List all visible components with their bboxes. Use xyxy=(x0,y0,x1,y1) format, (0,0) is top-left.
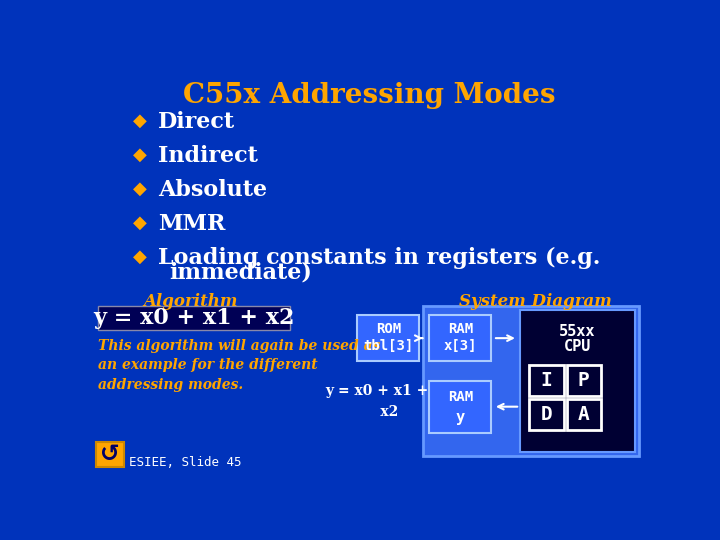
Text: ◆: ◆ xyxy=(133,179,148,198)
Text: Loading constants in registers (e.g.: Loading constants in registers (e.g. xyxy=(158,247,600,268)
Text: ◆: ◆ xyxy=(133,112,148,130)
Bar xyxy=(429,315,492,361)
Text: MMR: MMR xyxy=(158,213,225,235)
Text: ◆: ◆ xyxy=(133,247,148,265)
Bar xyxy=(357,315,419,361)
Bar xyxy=(529,399,564,430)
Text: D: D xyxy=(541,405,552,424)
Text: y = x0 + x1 +
     x2: y = x0 + x1 + x2 xyxy=(325,384,428,419)
Text: ◆: ◆ xyxy=(133,146,148,164)
Bar xyxy=(567,399,600,430)
Text: RAM: RAM xyxy=(448,322,473,336)
Text: ◆: ◆ xyxy=(133,213,148,232)
Text: Indirect: Indirect xyxy=(158,145,258,167)
Text: Algorithm: Algorithm xyxy=(143,293,238,310)
Text: y = x0 + x1 + x2: y = x0 + x1 + x2 xyxy=(93,307,294,329)
Text: immediate): immediate) xyxy=(169,262,312,284)
Text: ROM: ROM xyxy=(376,322,401,336)
Text: Direct: Direct xyxy=(158,111,235,133)
Text: y: y xyxy=(456,410,465,425)
Text: I: I xyxy=(541,371,552,390)
Text: RAM: RAM xyxy=(448,390,473,404)
Text: 55xx: 55xx xyxy=(559,323,595,339)
Text: A: A xyxy=(577,405,590,424)
Text: tbl[3]: tbl[3] xyxy=(364,339,413,353)
Text: Absolute: Absolute xyxy=(158,179,267,201)
Text: ESIEE, Slide 45: ESIEE, Slide 45 xyxy=(129,456,241,469)
Bar xyxy=(429,381,492,433)
Bar xyxy=(96,442,124,467)
Text: ↺: ↺ xyxy=(100,442,120,467)
Text: P: P xyxy=(577,371,590,390)
Text: System Diagram: System Diagram xyxy=(459,293,612,310)
Text: C55x Addressing Modes: C55x Addressing Modes xyxy=(183,82,555,109)
Text: CPU: CPU xyxy=(564,339,591,354)
Bar xyxy=(423,306,639,456)
Bar xyxy=(520,309,635,452)
Text: x[3]: x[3] xyxy=(444,339,477,353)
Text: This algorithm will again be used as
an example for the different
addressing mod: This algorithm will again be used as an … xyxy=(98,339,380,392)
Bar xyxy=(98,306,290,330)
Bar xyxy=(567,365,600,396)
Bar xyxy=(529,365,564,396)
